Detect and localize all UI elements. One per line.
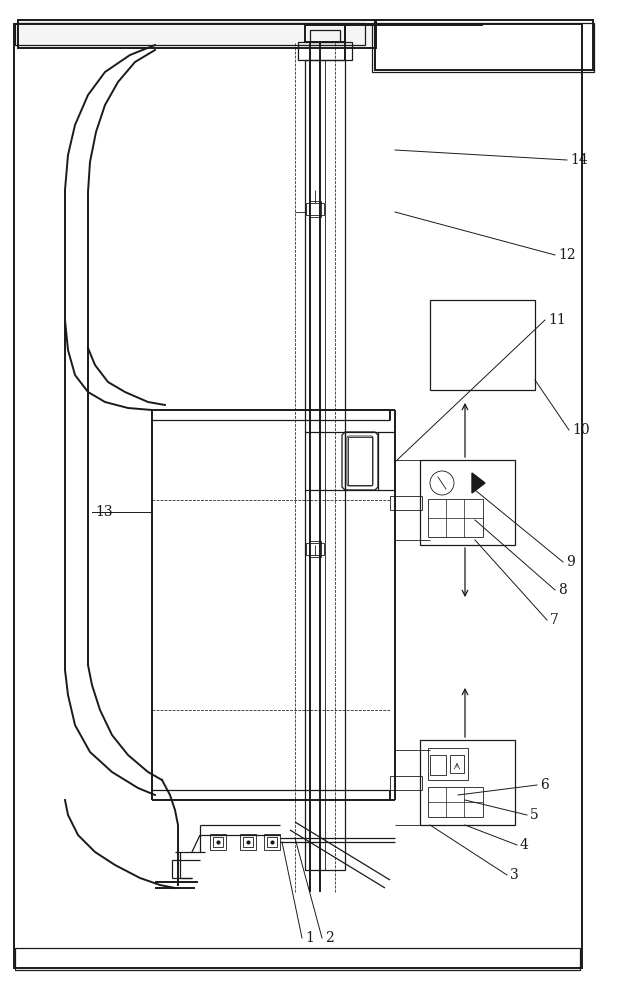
Text: 10: 10 (572, 423, 589, 437)
Bar (267, 837, 277, 847)
Bar (428, 787, 483, 817)
Bar (18, 20, 376, 48)
Bar (213, 837, 223, 847)
Bar (305, 60, 345, 870)
Bar (390, 496, 422, 510)
Text: 3: 3 (510, 868, 519, 882)
Bar (309, 541, 321, 557)
Polygon shape (472, 473, 485, 493)
Text: 11: 11 (548, 313, 566, 327)
Text: 6: 6 (540, 778, 549, 792)
Text: 13: 13 (95, 505, 113, 519)
Text: 9: 9 (566, 555, 575, 569)
Bar (310, 30, 340, 42)
Bar (309, 201, 321, 217)
Text: 4: 4 (520, 838, 529, 852)
Text: 1: 1 (305, 931, 314, 945)
Bar (210, 834, 226, 850)
Bar (420, 460, 515, 545)
Bar (306, 203, 324, 215)
Text: 8: 8 (558, 583, 567, 597)
Bar (428, 748, 468, 780)
Bar (306, 543, 324, 555)
Text: 14: 14 (570, 153, 587, 167)
Bar (450, 755, 464, 773)
Bar (375, 20, 593, 70)
Text: 7: 7 (550, 613, 559, 627)
Bar (430, 300, 535, 390)
Bar (240, 834, 256, 850)
Bar (390, 776, 422, 790)
Bar (15, 23, 365, 45)
Bar (305, 24, 345, 42)
Bar (243, 837, 253, 847)
Text: 5: 5 (530, 808, 539, 822)
Bar (372, 23, 594, 72)
Text: 2: 2 (325, 931, 334, 945)
Bar (264, 834, 280, 850)
Bar (298, 42, 352, 60)
Text: 12: 12 (558, 248, 576, 262)
Bar (430, 755, 446, 775)
Bar (420, 740, 515, 825)
Bar (15, 948, 580, 970)
Bar (428, 499, 483, 537)
Bar (348, 437, 372, 485)
